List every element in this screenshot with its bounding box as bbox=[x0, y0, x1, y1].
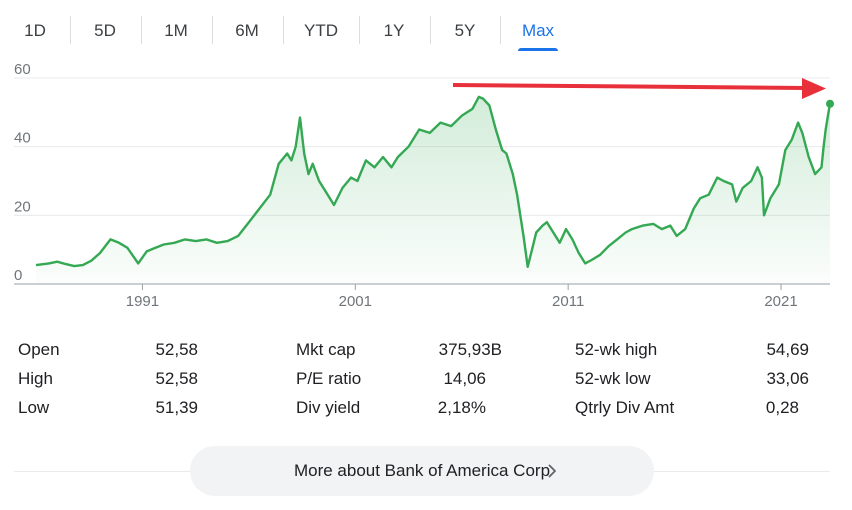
tab-separator bbox=[430, 16, 431, 44]
price-chart[interactable]: 0 20 40 60 1991 2001 2011 2021 bbox=[0, 58, 852, 308]
stat-label: Div yield bbox=[296, 398, 361, 417]
tab-5d[interactable]: 5D bbox=[94, 21, 116, 40]
tab-separator bbox=[283, 16, 284, 44]
stat-value: 375,93B bbox=[438, 340, 502, 359]
stat-label: Low bbox=[18, 398, 50, 417]
y-tick-label: 60 bbox=[14, 61, 31, 78]
stat-52wk-low: 52-wk low 33,06 bbox=[575, 365, 809, 393]
price-area-fill bbox=[36, 96, 830, 285]
tab-separator bbox=[212, 16, 213, 44]
stat-label: P/E ratio bbox=[296, 369, 362, 388]
stat-label: Mkt cap bbox=[296, 340, 356, 359]
tab-separator bbox=[70, 16, 71, 44]
y-tick-label: 20 bbox=[14, 198, 31, 215]
price-series-line bbox=[35, 95, 832, 268]
y-axis-labels: 0 20 40 60 bbox=[14, 61, 31, 284]
arrow-shaft bbox=[452, 83, 807, 90]
stat-high: High 52,58 bbox=[18, 365, 198, 393]
y-tick-label: 40 bbox=[14, 130, 31, 147]
stat-value: 2,18% bbox=[437, 398, 486, 417]
stat-label: Qtrly Div Amt bbox=[575, 398, 675, 417]
stat-label: Open bbox=[18, 340, 60, 359]
tab-ytd[interactable]: YTD bbox=[304, 21, 338, 40]
stat-value: 52,58 bbox=[155, 340, 198, 359]
stat-low: Low 51,39 bbox=[18, 394, 198, 422]
tab-1y[interactable]: 1Y bbox=[383, 21, 405, 40]
tab-1m[interactable]: 1M bbox=[164, 21, 188, 40]
tab-separator bbox=[359, 16, 360, 44]
tab-5y[interactable]: 5Y bbox=[454, 21, 476, 40]
stat-value: 54,69 bbox=[766, 340, 809, 359]
x-tick-label: 2011 bbox=[552, 293, 584, 308]
x-tick-label: 1991 bbox=[126, 293, 159, 308]
more-about-button[interactable]: More about Bank of America Corp bbox=[190, 446, 654, 496]
stat-52wk-high: 52-wk high 54,69 bbox=[575, 336, 809, 364]
range-tabs: 1D 5D 1M 6M YTD 1Y 5Y Max bbox=[0, 0, 852, 56]
stat-pe-ratio: P/E ratio 14,06 bbox=[296, 365, 486, 393]
stat-label: 52-wk low bbox=[575, 369, 651, 388]
more-about-label: More about Bank of America Corp bbox=[293, 461, 551, 480]
tab-6m[interactable]: 6M bbox=[235, 21, 259, 40]
stats-table: Open 52,58 High 52,58 Low 51,39 Mkt cap … bbox=[0, 336, 852, 426]
stat-div-yield: Div yield 2,18% bbox=[296, 394, 486, 422]
tab-1d[interactable]: 1D bbox=[24, 21, 46, 40]
stat-mkt-cap: Mkt cap 375,93B bbox=[296, 336, 502, 364]
tab-max[interactable]: Max bbox=[514, 14, 562, 51]
y-tick-label: 0 bbox=[14, 267, 22, 284]
x-tick-label: 2001 bbox=[339, 293, 372, 308]
stat-label: 52-wk high bbox=[575, 340, 658, 359]
stat-label: High bbox=[18, 369, 53, 388]
red-arrow-annotation bbox=[452, 78, 826, 99]
stat-value: 0,28 bbox=[765, 398, 799, 417]
x-axis-labels: 1991 2001 2011 2021 bbox=[126, 284, 798, 308]
arrow-head bbox=[802, 78, 826, 99]
stat-value: 33,06 bbox=[766, 369, 809, 388]
stat-value: 14,06 bbox=[443, 369, 486, 388]
x-tick-label: 2021 bbox=[764, 293, 797, 308]
stat-value: 51,39 bbox=[155, 398, 198, 417]
tab-separator bbox=[141, 16, 142, 44]
chevron-right-icon bbox=[548, 464, 556, 478]
stat-value: 52,58 bbox=[155, 369, 198, 388]
tab-separator bbox=[500, 16, 501, 44]
latest-price-marker bbox=[826, 99, 834, 108]
stat-open: Open 52,58 bbox=[18, 336, 198, 364]
stat-qtrly-div: Qtrly Div Amt 0,28 bbox=[575, 394, 799, 422]
